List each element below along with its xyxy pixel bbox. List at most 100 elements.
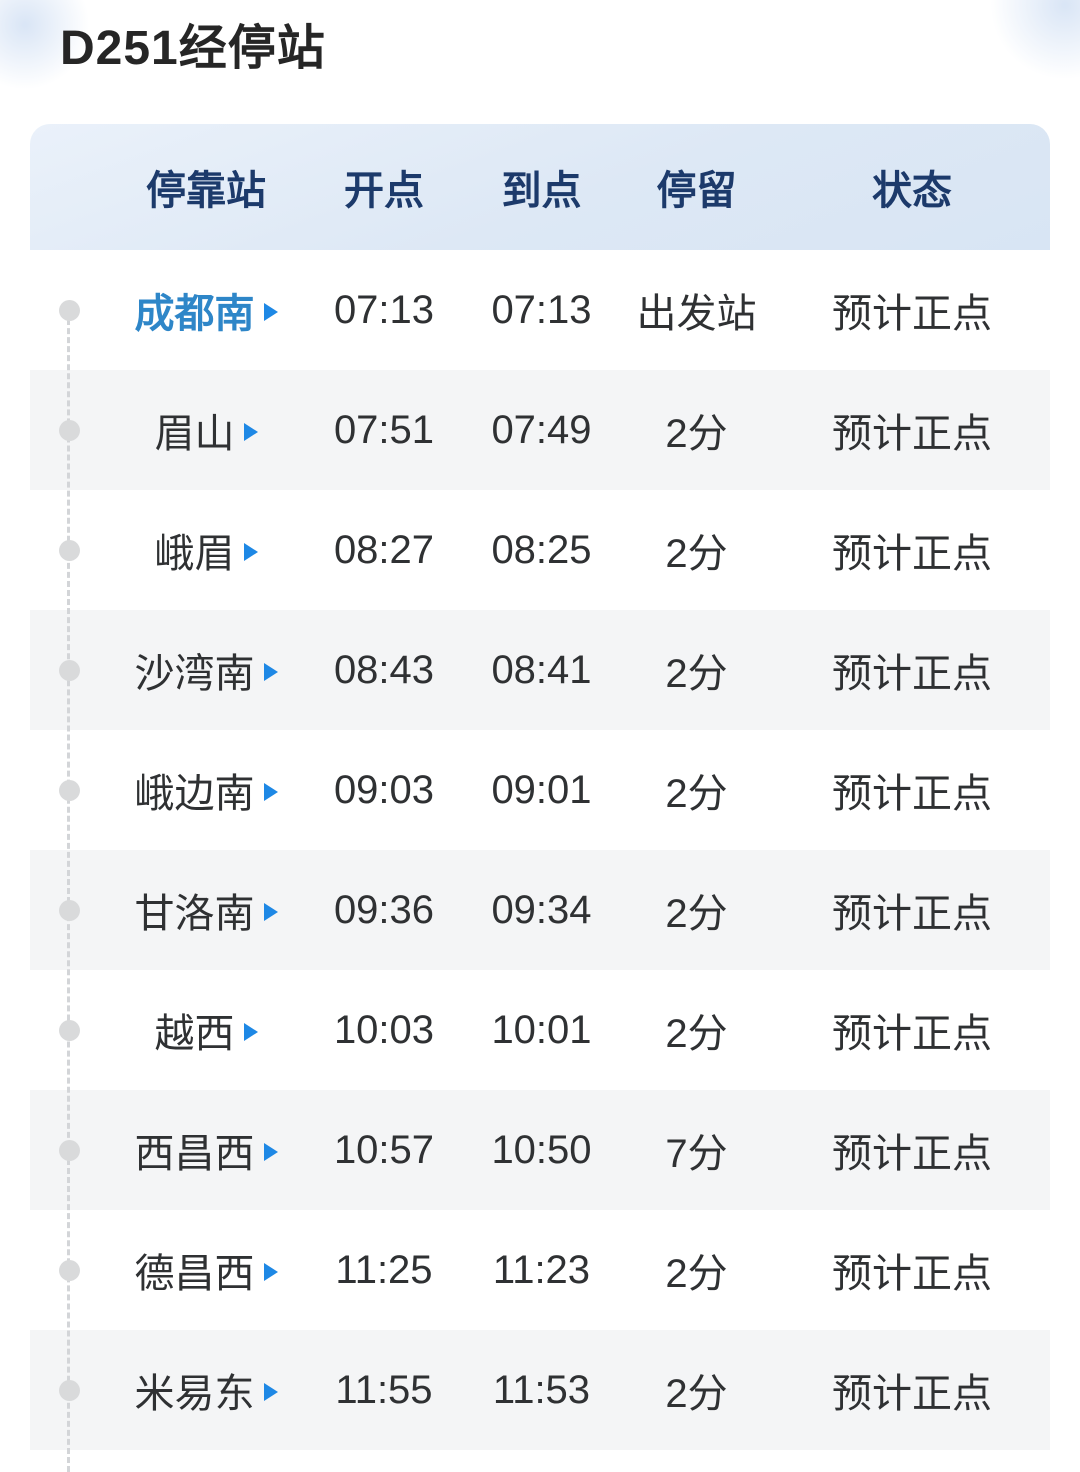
- table-row: 越西 10:03 10:01 2分 预计正点: [30, 970, 1050, 1090]
- stops-table: 停靠站 开点 到点 停留 状态 成都南 07:13 07:13 出发站 预计正点…: [30, 124, 1050, 1450]
- station-name: 眉山: [154, 412, 235, 456]
- stop-duration: 2分: [665, 532, 728, 576]
- status: 预计正点: [832, 652, 992, 696]
- station-name: 德昌西: [134, 1252, 255, 1296]
- table-row: 西昌西 10:57 10:50 7分 预计正点: [30, 1090, 1050, 1210]
- status: 预计正点: [832, 1012, 992, 1056]
- arrive-time: 07:49: [491, 407, 592, 452]
- station-dot-icon: [58, 1139, 80, 1161]
- arrow-right-icon: [263, 663, 278, 681]
- table-row: 成都南 07:13 07:13 出发站 预计正点: [30, 250, 1050, 370]
- arrow-right-icon: [243, 543, 258, 561]
- timeline-cell: [30, 1210, 108, 1330]
- arrive-time: 08:41: [491, 647, 592, 692]
- station-dot-icon: [58, 1379, 80, 1401]
- timeline-cell: [30, 250, 108, 370]
- arrow-right-icon: [263, 1383, 278, 1401]
- station-cell[interactable]: 眉山: [108, 370, 304, 490]
- station-name: 米易东: [134, 1372, 255, 1416]
- arrow-right-icon: [263, 903, 278, 921]
- stop-duration: 2分: [665, 1252, 728, 1296]
- arrive-time: 09:01: [491, 767, 592, 812]
- stop-duration: 2分: [665, 772, 728, 816]
- status: 预计正点: [832, 1132, 992, 1176]
- page-title: D251经停站: [60, 22, 326, 75]
- arrow-right-icon: [263, 303, 278, 321]
- station-cell[interactable]: 甘洛南: [108, 850, 304, 970]
- station-cell[interactable]: 峨边南: [108, 730, 304, 850]
- status: 预计正点: [832, 892, 992, 936]
- table-row: 米易东 11:55 11:53 2分 预计正点: [30, 1330, 1050, 1450]
- arrive-time: 09:34: [491, 887, 592, 932]
- status: 预计正点: [832, 772, 992, 816]
- arrive-time: 08:25: [491, 527, 592, 572]
- col-header-station: 停靠站: [146, 169, 266, 213]
- station-cell[interactable]: 米易东: [108, 1330, 304, 1450]
- timeline-cell: [30, 1330, 108, 1450]
- stop-duration: 2分: [665, 412, 728, 456]
- timeline-cell: [30, 490, 108, 610]
- station-cell[interactable]: 西昌西: [108, 1090, 304, 1210]
- arrive-time: 11:23: [492, 1247, 591, 1292]
- station-dot-icon: [58, 779, 80, 801]
- station-cell[interactable]: 德昌西: [108, 1210, 304, 1330]
- arrow-right-icon: [243, 1023, 258, 1041]
- table-row: 峨边南 09:03 09:01 2分 预计正点: [30, 730, 1050, 850]
- timeline-cell: [30, 850, 108, 970]
- route-timeline-line: [67, 310, 70, 1472]
- arrow-right-icon: [243, 423, 258, 441]
- table-row: 眉山 07:51 07:49 2分 预计正点: [30, 370, 1050, 490]
- station-cell[interactable]: 成都南: [108, 250, 304, 370]
- depart-time: 07:13: [333, 287, 435, 332]
- depart-time: 08:43: [333, 647, 435, 692]
- col-header-arrive: 到点: [501, 169, 582, 213]
- stop-duration: 2分: [665, 1012, 728, 1056]
- table-row: 沙湾南 08:43 08:41 2分 预计正点: [30, 610, 1050, 730]
- arrow-right-icon: [263, 1143, 278, 1161]
- depart-time: 11:55: [335, 1367, 433, 1412]
- arrive-time: 10:01: [491, 1007, 592, 1052]
- timeline-cell: [30, 730, 108, 850]
- arrive-time: 10:50: [491, 1127, 592, 1172]
- arrow-right-icon: [263, 783, 278, 801]
- station-cell[interactable]: 越西: [108, 970, 304, 1090]
- station-dot-icon: [58, 419, 80, 441]
- timeline-cell: [30, 370, 108, 490]
- arrow-right-icon: [263, 1263, 278, 1281]
- col-header-depart: 开点: [344, 169, 424, 213]
- table-row: 甘洛南 09:36 09:34 2分 预计正点: [30, 850, 1050, 970]
- col-header-status: 状态: [872, 169, 952, 213]
- depart-time: 10:03: [333, 1007, 435, 1052]
- arrive-time: 07:13: [491, 287, 592, 332]
- timeline-cell: [30, 1090, 108, 1210]
- status: 预计正点: [832, 532, 992, 576]
- timeline-cell: [30, 970, 108, 1090]
- depart-time: 09:36: [333, 887, 435, 932]
- col-header-stop: 停留: [656, 169, 737, 213]
- table-row: 峨眉 08:27 08:25 2分 预计正点: [30, 490, 1050, 610]
- status: 预计正点: [832, 1372, 992, 1416]
- station-dot-icon: [58, 299, 80, 321]
- stop-duration: 2分: [665, 892, 728, 936]
- station-cell[interactable]: 沙湾南: [108, 610, 304, 730]
- station-name: 西昌西: [134, 1132, 255, 1176]
- station-dot-icon: [58, 1019, 80, 1041]
- status: 预计正点: [832, 412, 992, 456]
- table-row: 德昌西 11:25 11:23 2分 预计正点: [30, 1210, 1050, 1330]
- station-dot-icon: [58, 659, 80, 681]
- station-name: 沙湾南: [134, 652, 255, 696]
- stop-duration: 2分: [665, 1372, 728, 1416]
- station-name: 越西: [154, 1012, 235, 1056]
- depart-time: 11:25: [335, 1247, 433, 1292]
- station-cell[interactable]: 峨眉: [108, 490, 304, 610]
- station-name: 峨边南: [134, 772, 255, 816]
- status: 预计正点: [832, 1252, 992, 1296]
- depart-time: 10:57: [333, 1127, 435, 1172]
- depart-time: 07:51: [333, 407, 435, 452]
- depart-time: 09:03: [333, 767, 435, 812]
- station-name: 峨眉: [154, 532, 235, 576]
- station-dot-icon: [58, 899, 80, 921]
- stop-duration: 2分: [665, 652, 728, 696]
- timeline-cell: [30, 610, 108, 730]
- station-dot-icon: [58, 539, 80, 561]
